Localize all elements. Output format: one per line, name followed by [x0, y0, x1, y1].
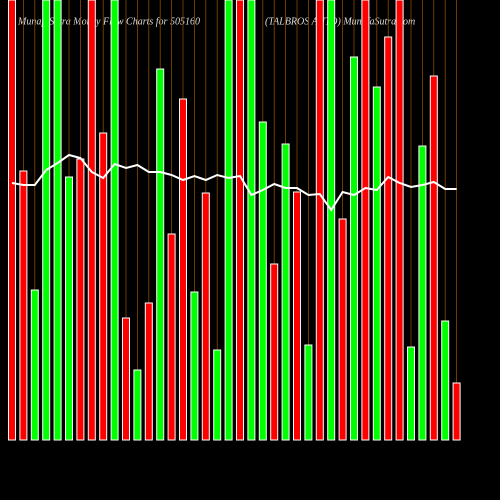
bar: [42, 0, 51, 441]
bar: [304, 344, 313, 441]
bar: [122, 317, 130, 441]
bar: [315, 0, 324, 441]
bar: [441, 320, 450, 441]
bar: [258, 121, 267, 441]
bar: [270, 263, 279, 441]
bar: [384, 36, 393, 441]
bar: [53, 0, 62, 441]
bar: [407, 346, 415, 441]
bar: [65, 176, 73, 441]
bar: [201, 192, 210, 441]
bar: [281, 143, 290, 441]
bar: [156, 68, 165, 441]
chart-title: MunafaSutra Money Flow Charts for 505160: [17, 16, 200, 27]
bar: [8, 0, 16, 441]
bar: [190, 291, 199, 441]
bar: [429, 75, 438, 441]
bar: [418, 145, 427, 441]
bar: [110, 0, 119, 441]
bar: [236, 0, 244, 441]
bar: [350, 56, 358, 441]
bar: [452, 382, 461, 441]
bar: [213, 349, 222, 441]
chart-subtitle: (TALBROS AUTO) MunafaSutra.com: [265, 16, 415, 27]
bar: [167, 233, 176, 441]
bar: [293, 191, 301, 441]
bar: [361, 0, 370, 441]
bar: [19, 170, 28, 441]
bar: [247, 0, 256, 441]
bar: [395, 0, 404, 441]
bar: [327, 0, 336, 441]
bar: [30, 289, 39, 441]
bar: [133, 369, 142, 441]
bar: [179, 98, 187, 441]
bar: [87, 0, 96, 441]
bar: [372, 86, 381, 441]
bar: [224, 0, 233, 441]
bar: [76, 158, 85, 441]
bar: [338, 218, 347, 441]
bar: [99, 132, 108, 441]
bar: [144, 302, 153, 441]
flow-line: [11, 153, 457, 212]
